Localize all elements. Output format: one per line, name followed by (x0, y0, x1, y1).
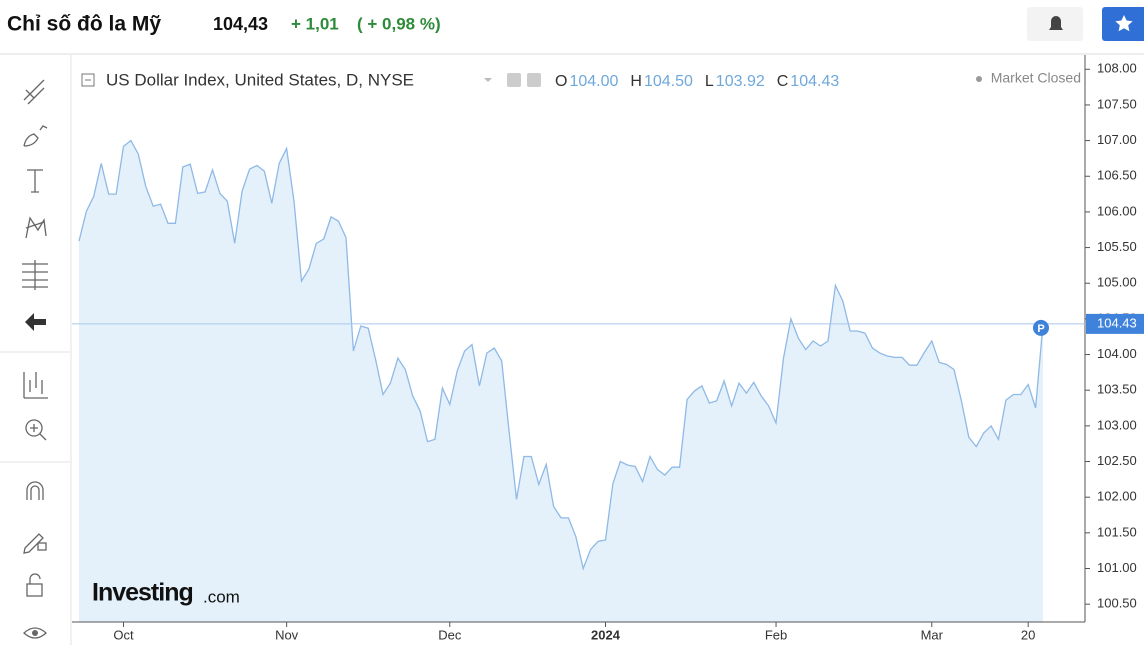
marker-label: P (1037, 323, 1044, 335)
pattern-tool[interactable] (25, 216, 47, 239)
area-fill (79, 140, 1043, 622)
y-tick-label: 105.50 (1097, 239, 1137, 254)
symbol-name: US Dollar Index, United States, D, NYSE (106, 70, 414, 89)
brand: Investing (92, 579, 193, 607)
x-tick-label: Oct (113, 627, 134, 642)
indicator-tool[interactable] (23, 372, 48, 399)
alert-button[interactable] (1027, 7, 1083, 41)
y-tick-label: 103.00 (1097, 417, 1137, 432)
ohlc-label: L (705, 73, 714, 90)
brush-tool[interactable] (23, 125, 48, 147)
y-tick-label: 102.50 (1097, 453, 1137, 468)
visibility-tool[interactable] (23, 627, 47, 639)
y-tick-label: 102.00 (1097, 489, 1137, 504)
ohlc-value: 104.00 (569, 73, 618, 90)
y-tick-label: 104.00 (1097, 346, 1137, 361)
change-pct: ( + 0,98 %) (357, 14, 441, 33)
ohlc-label: H (630, 73, 642, 90)
x-tick-label: Mar (921, 627, 944, 642)
marker (1033, 319, 1049, 336)
y-tick-label: 106.00 (1097, 203, 1137, 218)
trend-tool[interactable] (23, 79, 45, 105)
last-price-label: 104.43 (1097, 315, 1137, 330)
lock-draw-tool[interactable] (23, 533, 47, 554)
ohlc: O 104.00 H 104.50 L 103.92 C 104.43 (555, 73, 839, 90)
x-tick-label: 2024 (591, 627, 621, 642)
change: + 1,01 (291, 14, 339, 33)
y-tick-label: 103.50 (1097, 382, 1137, 397)
brand-suffix: .com (203, 587, 240, 606)
text-tool[interactable] (27, 169, 43, 193)
ohlc-value: 103.92 (716, 73, 765, 90)
price: 104,43 (213, 14, 268, 34)
legend: US Dollar Index, United States, D, NYSE … (81, 70, 1081, 89)
x-tick-label: Nov (275, 627, 299, 642)
plot (78, 139, 1044, 622)
back-tool[interactable] (25, 313, 46, 331)
y-tick-label: 101.50 (1097, 524, 1137, 539)
x-tick-label: Feb (765, 627, 787, 642)
fib-tool[interactable] (22, 260, 48, 290)
y-tick-label: 108.00 (1097, 61, 1137, 76)
y-tick-label: 106.50 (1097, 168, 1137, 183)
ohlc-value: 104.50 (644, 73, 693, 90)
toolbar (0, 79, 70, 639)
y-tick-label: 101.00 (1097, 560, 1137, 575)
ohlc-label: C (777, 73, 789, 90)
ohlc-label: O (555, 73, 567, 90)
y-tick-label: 105.00 (1097, 275, 1137, 290)
lock-tool[interactable] (26, 573, 43, 597)
y-tick-label: 107.50 (1097, 96, 1137, 111)
ohlc-value: 104.43 (790, 73, 839, 90)
page-title: Chỉ số đô la Mỹ (7, 13, 161, 36)
last-price-box (1086, 313, 1144, 334)
market-status: Market Closed (991, 70, 1081, 86)
y-tick-label: 100.50 (1097, 596, 1137, 611)
watchlist-button[interactable] (1102, 7, 1144, 41)
y-tick-label: 107.00 (1097, 132, 1137, 147)
x-tick-label: Dec (438, 627, 462, 642)
magnet-tool[interactable] (26, 481, 44, 500)
price-line (78, 139, 1044, 571)
collapse-button[interactable] (81, 73, 95, 87)
zoom-tool[interactable] (25, 419, 47, 441)
x-tick-label: 20 (1021, 627, 1035, 642)
